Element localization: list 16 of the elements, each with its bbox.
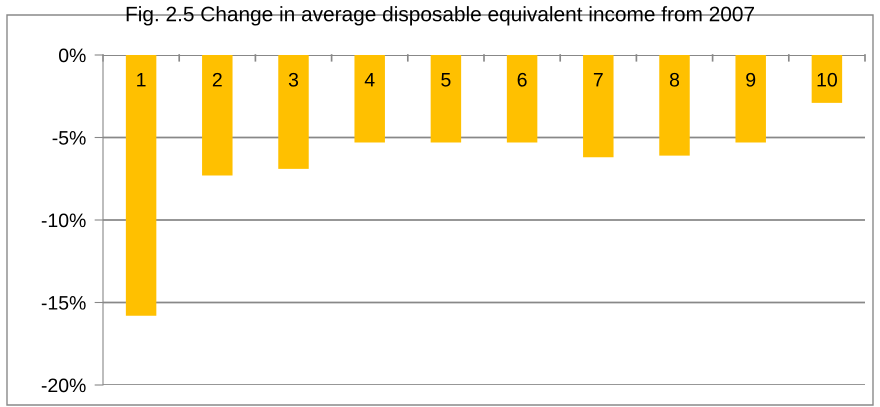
y-tick-label: -15% [42, 296, 86, 310]
x-tick-label: 5 [441, 73, 450, 87]
y-tick-label: -10% [42, 213, 86, 228]
y-tick-label: 0% [58, 48, 86, 62]
y-tick-label: -5% [52, 131, 86, 145]
chart-title: Fig. 2.5 Change in average disposable equivalent income from 2007 [126, 6, 754, 26]
x-tick-label: 8 [670, 72, 680, 87]
x-tick-label: 1 [137, 73, 146, 86]
x-tick-label: 7 [594, 73, 603, 86]
x-tick-label: 3 [288, 72, 298, 87]
x-tick-label: 2 [212, 72, 222, 86]
x-tick-label: 4 [364, 73, 375, 86]
x-tick-label: 10 [818, 72, 837, 87]
x-tick-label: 6 [518, 72, 527, 87]
y-tick-label: -20% [42, 378, 86, 392]
x-tick-label: 9 [746, 72, 756, 87]
